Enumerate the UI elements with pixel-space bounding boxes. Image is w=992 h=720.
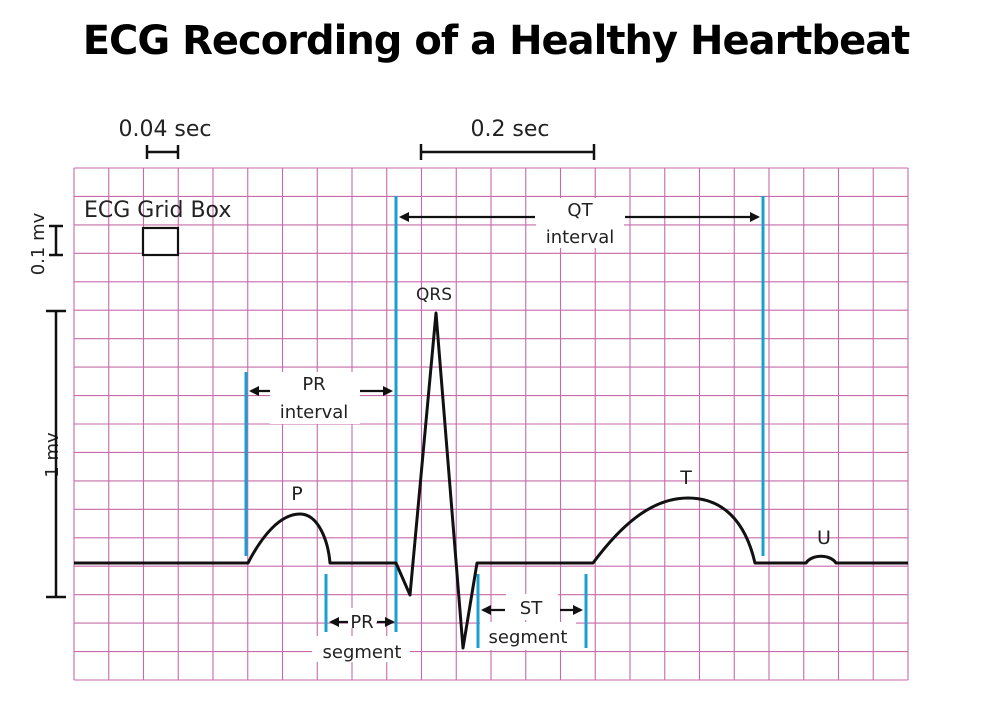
p-wave-label: P: [291, 483, 302, 505]
voltage-scale-large: 1 mv: [42, 309, 66, 599]
qt-interval-label-line1: QT: [567, 200, 593, 221]
time-scale-small: 0.04 sec: [118, 117, 212, 159]
st-segment-label: ST segment: [480, 594, 576, 650]
u-wave-label: U: [817, 527, 831, 549]
time-scale-large: 0.2 sec: [419, 117, 596, 160]
pr-segment-label-line1: PR: [350, 612, 373, 633]
time-scale-large-label: 0.2 sec: [470, 117, 549, 142]
ecg-grid: [73, 167, 909, 681]
page-title: ECG Recording of a Healthy Heartbeat: [82, 18, 911, 64]
qrs-complex-label: QRS: [416, 285, 452, 305]
grid-box-sample: [141, 226, 180, 257]
qt-interval-label-line2: interval: [546, 227, 615, 248]
pr-segment-label: PR segment: [312, 608, 410, 663]
voltage-scale-small-label: 0.1 mv: [28, 212, 49, 275]
interval-arrows: [249, 212, 760, 627]
st-segment-label-line2: segment: [489, 627, 568, 648]
voltage-scale-small: 0.1 mv: [28, 212, 63, 275]
t-wave-label: T: [679, 467, 692, 489]
pr-segment-label-line2: segment: [323, 642, 402, 663]
pr-interval-label: PR interval: [270, 372, 360, 424]
st-segment-label-line1: ST: [520, 598, 543, 619]
grid-box-label: ECG Grid Box: [84, 198, 231, 223]
interval-markers: [244, 196, 765, 648]
time-scale-small-label: 0.04 sec: [118, 117, 211, 142]
ecg-trace: [74, 311, 908, 650]
voltage-scale-large-label: 1 mv: [42, 432, 63, 478]
pr-interval-label-line2: interval: [280, 402, 349, 423]
pr-interval-label-line1: PR: [302, 374, 325, 395]
qt-interval-label: QT interval: [536, 198, 624, 248]
